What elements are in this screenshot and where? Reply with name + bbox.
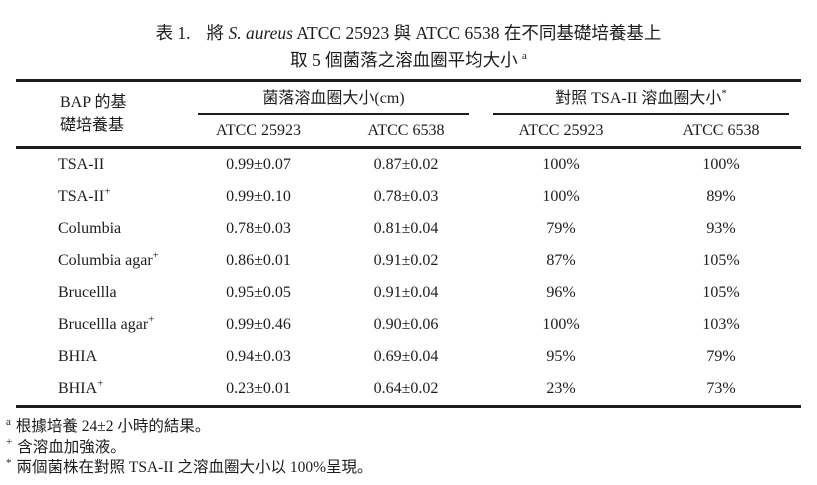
medium-name-cell: BHIA [16,341,186,373]
base-medium-header-line-2: 礎培養基 [60,117,125,134]
caption-text-after-species: ATCC 25923 與 ATCC 6538 在不同基礎培養基上 [292,23,662,43]
medium-name: Brucellla [58,284,117,301]
table-row: Brucellla 0.95±0.05 0.91±0.04 96% 105% [16,277,801,309]
pct-atcc25923-cell: 79% [546,220,576,237]
medium-name-cell: TSA-II+ [16,181,186,213]
cm-atcc6538-cell: 0.78±0.03 [373,188,439,205]
cm-atcc6538-cell: 0.64±0.02 [373,380,439,397]
table-row: BHIA 0.94±0.03 0.69±0.04 95% 79% [16,341,801,373]
footnote-a: a 根據培養 24±2 小時的結果。 [6,415,817,438]
caption-text-before-species: 將 [206,23,229,43]
cm-atcc25923-cell: 0.95±0.05 [226,284,291,301]
medium-name-cell: Brucellla [16,277,186,309]
cm-atcc6538-cell: 0.69±0.04 [373,348,439,365]
pct-atcc6538-cell: 100% [702,156,740,173]
pct-atcc6538-cell: 103% [702,316,740,333]
caption-line-2-text: 取 5 個菌落之溶血圈平均大小 [290,50,518,70]
subheader-cm-atcc25923: ATCC 25923 [186,116,331,149]
cm-atcc25923-cell: 0.99±0.07 [226,156,291,173]
pct-atcc6538-cell: 73% [706,380,736,397]
footnote-asterisk: * 兩個菌株在對照 TSA-II 之溶血圈大小以 100%呈現。 [6,456,817,479]
pct-atcc6538-cell: 79% [706,348,736,365]
group-header-colony-zone-size: 菌落溶血圈大小(cm) [186,81,481,117]
medium-sup: + [152,249,159,262]
medium-name: BHIA [58,348,98,365]
group-header-vs-tsa2-zone-size-label: 對照 TSA-II 溶血圈大小 [555,89,722,107]
medium-name: BHIA [58,380,98,397]
pct-atcc25923-cell: 100% [542,156,580,173]
cm-atcc6538-cell: 0.81±0.04 [373,220,439,237]
pct-atcc6538-cell: 89% [706,188,736,205]
footnote-plus-marker: + [6,436,13,449]
footnotes: a 根據培養 24±2 小時的結果。 + 含溶血加強液。 * 兩個菌株在對照 TSA-… [6,415,817,479]
column-header-base-medium: BAP 的基 礎培養基 [16,80,186,149]
medium-name-cell: TSA-II [16,148,186,182]
caption-line-2: 取 5 個菌落之溶血圈平均大小 a [0,47,817,74]
pct-atcc6538-cell: 105% [702,252,740,269]
cm-atcc25923-cell: 0.23±0.01 [226,380,291,397]
pct-atcc25923-cell: 96% [546,284,576,301]
medium-sup: + [104,185,111,198]
medium-name: TSA-II [58,188,105,205]
caption-line-1: 表 1. 將 S. aureus ATCC 25923 與 ATCC 6538 在… [0,20,817,47]
pct-atcc25923-cell: 100% [542,188,580,205]
table-row: Brucellla agar+ 0.99±0.46 0.90±0.06 100%… [16,309,801,341]
cm-atcc25923-cell: 0.94±0.03 [226,348,291,365]
pct-atcc25923-cell: 100% [542,316,580,333]
medium-name: Columbia [58,220,122,237]
cm-atcc25923-cell: 0.78±0.03 [226,220,291,237]
group-header-vs-tsa2-zone-size: 對照 TSA-II 溶血圈大小* [481,81,801,117]
group-header-colony-zone-size-label: 菌落溶血圈大小(cm) [262,89,405,107]
pct-atcc25923-cell: 95% [546,348,576,365]
table-row: BHIA+ 0.23±0.01 0.64±0.02 23% 73% [16,373,801,407]
pct-atcc6538-cell: 105% [702,284,740,301]
table-row: Columbia agar+ 0.86±0.01 0.91±0.02 87% 1… [16,245,801,277]
pct-atcc6538-cell: 93% [706,220,736,237]
footnote-asterisk-marker: * [6,456,12,469]
medium-name-cell: Columbia [16,213,186,245]
table-body: TSA-II 0.99±0.07 0.87±0.02 100% 100% TSA… [16,148,801,407]
group-header-vs-tsa2-zone-size-sup: * [721,87,727,100]
medium-name-cell: Brucellla agar+ [16,309,186,341]
hemolysis-table: BAP 的基 礎培養基 菌落溶血圈大小(cm) 對照 TSA-II 溶血圈大小*… [16,79,801,408]
table-row: TSA-II 0.99±0.07 0.87±0.02 100% 100% [16,148,801,182]
medium-name: Columbia agar [58,252,153,269]
subheader-cm-atcc6538: ATCC 6538 [331,116,481,149]
pct-atcc25923-cell: 87% [546,252,576,269]
table-number: 表 1. [155,23,191,43]
table-row: Columbia 0.78±0.03 0.81±0.04 79% 93% [16,213,801,245]
medium-sup: + [97,377,104,390]
footnote-plus-text: 含溶血加強液。 [17,438,126,456]
medium-name-cell: BHIA+ [16,373,186,407]
caption-footnote-marker-a: a [521,50,527,63]
cm-atcc6538-cell: 0.87±0.02 [373,156,439,173]
footnote-a-text: 根據培養 24±2 小時的結果。 [15,418,211,435]
cm-atcc25923-cell: 0.99±0.46 [226,316,291,333]
table-caption: 表 1. 將 S. aureus ATCC 25923 與 ATCC 6538 在… [0,20,817,74]
footnote-a-marker: a [6,415,11,428]
cm-atcc6538-cell: 0.90±0.06 [373,316,439,333]
subheader-pct-atcc25923: ATCC 25923 [481,116,641,149]
subheader-pct-atcc6538: ATCC 6538 [641,116,801,149]
medium-sup: + [148,313,155,326]
footnote-plus: + 含溶血加強液。 [6,436,817,459]
cm-atcc25923-cell: 0.99±0.10 [226,188,291,205]
pct-atcc25923-cell: 23% [546,380,576,397]
medium-name-cell: Columbia agar+ [16,245,186,277]
table-row: TSA-II+ 0.99±0.10 0.78±0.03 100% 89% [16,181,801,213]
footnote-asterisk-text: 兩個菌株在對照 TSA-II 之溶血圈大小以 100%呈現。 [16,459,373,476]
species-name: S. aureus [228,23,293,43]
medium-name: TSA-II [58,156,105,173]
medium-name: Brucellla agar [58,316,149,333]
base-medium-header-line-1: BAP 的基 [60,94,127,111]
cm-atcc25923-cell: 0.86±0.01 [226,252,291,269]
cm-atcc6538-cell: 0.91±0.04 [373,284,439,301]
cm-atcc6538-cell: 0.91±0.02 [373,252,439,269]
